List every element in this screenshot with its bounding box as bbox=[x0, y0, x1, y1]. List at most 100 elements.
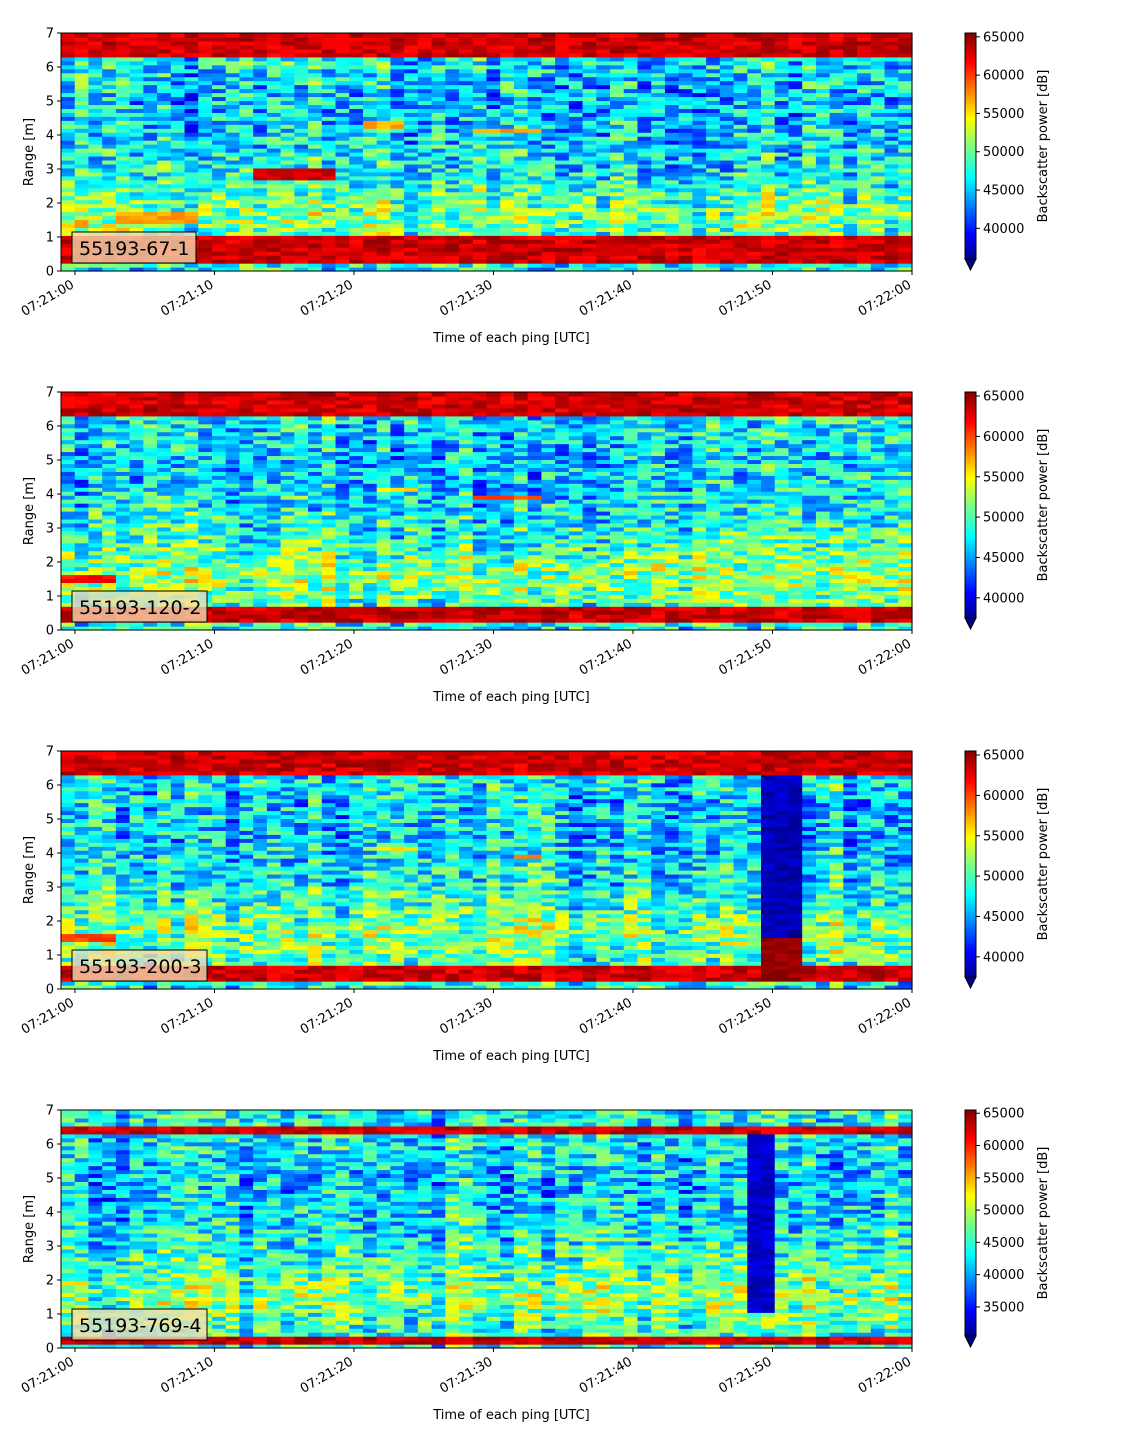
heatmap-cell bbox=[267, 463, 281, 468]
heatmap-cell bbox=[775, 208, 789, 213]
heatmap-cell bbox=[418, 231, 432, 236]
heatmap-cell bbox=[816, 243, 830, 248]
heatmap-cell bbox=[363, 188, 377, 193]
heatmap-cell bbox=[418, 212, 432, 217]
heatmap-cell bbox=[185, 116, 199, 121]
heatmap-cell bbox=[761, 180, 775, 185]
heatmap-cell bbox=[239, 479, 253, 484]
heatmap-cell bbox=[308, 614, 322, 619]
heatmap-cell bbox=[555, 33, 569, 38]
heatmap-cell bbox=[336, 590, 350, 595]
heatmap-cell bbox=[253, 124, 267, 129]
heatmap-cell bbox=[679, 89, 693, 94]
heatmap-cell bbox=[116, 180, 130, 185]
heatmap-cell bbox=[185, 57, 199, 62]
heatmap-cell bbox=[487, 93, 501, 98]
heatmap-cell bbox=[898, 120, 912, 125]
heatmap-cell bbox=[171, 128, 185, 133]
heatmap-cell bbox=[336, 96, 350, 101]
heatmap-cell bbox=[775, 112, 789, 117]
heatmap-cell bbox=[734, 251, 748, 256]
heatmap-cell bbox=[445, 120, 459, 125]
heatmap-cell bbox=[390, 251, 404, 256]
heatmap-cell bbox=[418, 219, 432, 224]
heatmap-cell bbox=[514, 128, 528, 133]
heatmap-cell bbox=[487, 188, 501, 193]
heatmap-cell bbox=[555, 53, 569, 58]
heatmap-cell bbox=[61, 455, 75, 460]
heatmap-cell bbox=[267, 184, 281, 189]
heatmap-cell bbox=[61, 112, 75, 117]
heatmap-cell bbox=[390, 128, 404, 133]
heatmap-cell bbox=[404, 172, 418, 177]
heatmap-cell bbox=[75, 184, 89, 189]
heatmap-cell bbox=[555, 45, 569, 50]
heatmap-cell bbox=[212, 551, 226, 556]
heatmap-cell bbox=[75, 551, 89, 556]
heatmap-cell bbox=[885, 192, 899, 197]
heatmap-cell bbox=[624, 255, 638, 260]
heatmap-cell bbox=[445, 251, 459, 256]
heatmap-cell bbox=[253, 251, 267, 256]
heatmap-cell bbox=[500, 263, 514, 268]
heatmap-cell bbox=[665, 247, 679, 252]
heatmap-cell bbox=[830, 73, 844, 78]
heatmap-cell bbox=[294, 120, 308, 125]
heatmap-cell bbox=[267, 112, 281, 117]
heatmap-cell bbox=[185, 223, 199, 228]
heatmap-cell bbox=[212, 239, 226, 244]
heatmap-cell bbox=[528, 136, 542, 141]
heatmap-cell bbox=[432, 132, 446, 137]
heatmap-cell bbox=[185, 96, 199, 101]
heatmap-cell bbox=[487, 69, 501, 74]
heatmap-cell bbox=[171, 124, 185, 129]
heatmap-cell bbox=[857, 172, 871, 177]
heatmap-cell bbox=[885, 132, 899, 137]
heatmap-cell bbox=[198, 463, 212, 468]
y-tick-label: 7 bbox=[46, 27, 54, 42]
heatmap-cell bbox=[157, 49, 171, 54]
heatmap-cell bbox=[294, 400, 308, 405]
heatmap-cell bbox=[143, 128, 157, 133]
heatmap-cell bbox=[185, 547, 199, 552]
heatmap-cell bbox=[308, 452, 322, 457]
heatmap-cell bbox=[171, 77, 185, 82]
heatmap-cell bbox=[637, 231, 651, 236]
heatmap-cell bbox=[308, 219, 322, 224]
heatmap-cell bbox=[377, 104, 391, 109]
heatmap-cell bbox=[226, 590, 240, 595]
heatmap-cell bbox=[871, 176, 885, 181]
heatmap-cell bbox=[555, 184, 569, 189]
heatmap-cell bbox=[830, 227, 844, 232]
heatmap-cell bbox=[487, 61, 501, 66]
heatmap-cell bbox=[679, 168, 693, 173]
heatmap-cell bbox=[445, 65, 459, 70]
heatmap-cell bbox=[445, 136, 459, 141]
heatmap-cell bbox=[212, 112, 226, 117]
heatmap-cell bbox=[322, 57, 336, 62]
heatmap-cell bbox=[226, 243, 240, 248]
heatmap-cell bbox=[336, 235, 350, 240]
heatmap-cell bbox=[143, 452, 157, 457]
heatmap-cell bbox=[226, 227, 240, 232]
heatmap-cell bbox=[555, 212, 569, 217]
heatmap-cell bbox=[198, 582, 212, 587]
heatmap-cell bbox=[185, 41, 199, 46]
heatmap-cell bbox=[61, 152, 75, 157]
heatmap-cell bbox=[212, 168, 226, 173]
heatmap-cell bbox=[267, 108, 281, 113]
heatmap-cell bbox=[226, 49, 240, 54]
heatmap-cell bbox=[583, 136, 597, 141]
heatmap-cell bbox=[171, 574, 185, 579]
heatmap-cell bbox=[88, 503, 102, 508]
heatmap-cell bbox=[212, 432, 226, 437]
heatmap-cell bbox=[390, 120, 404, 125]
heatmap-cell bbox=[171, 227, 185, 232]
heatmap-cell bbox=[102, 523, 116, 528]
heatmap-cell bbox=[198, 81, 212, 86]
colorbar-tick-label: 55000 bbox=[983, 107, 1024, 122]
heatmap-cell bbox=[706, 219, 720, 224]
heatmap-cell bbox=[610, 124, 624, 129]
heatmap-cell bbox=[294, 239, 308, 244]
heatmap-cell bbox=[157, 144, 171, 149]
